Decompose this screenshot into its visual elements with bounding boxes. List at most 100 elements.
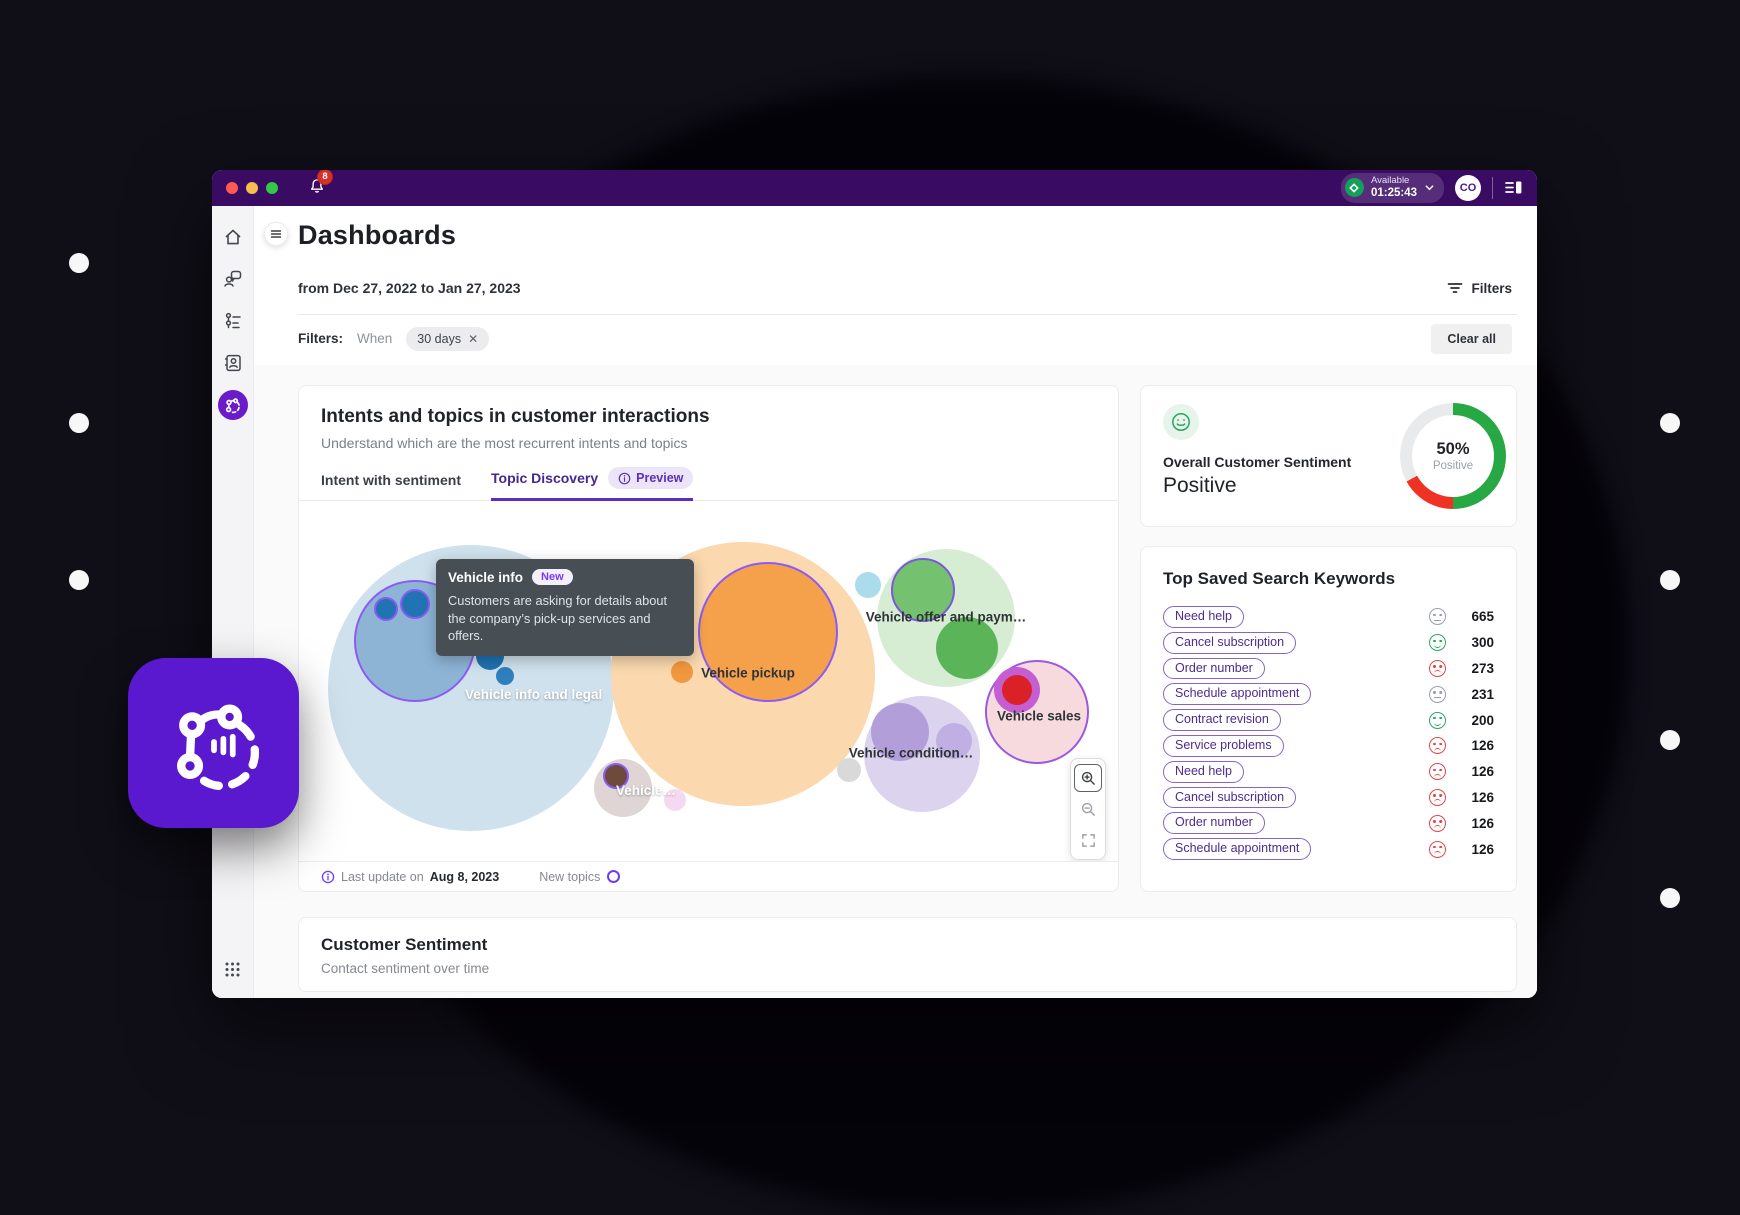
close-button[interactable] bbox=[226, 182, 238, 194]
minimize-button[interactable] bbox=[246, 182, 258, 194]
info-icon bbox=[618, 472, 631, 484]
bubble[interactable] bbox=[671, 661, 693, 683]
filter-chip-30-days[interactable]: 30 days ✕ bbox=[406, 326, 490, 351]
chart-zoom-controls bbox=[1070, 758, 1106, 860]
background-dot bbox=[1660, 888, 1680, 908]
tab-topic-discovery[interactable]: Topic Discovery Preview bbox=[491, 467, 694, 501]
main-content: Dashboards from Dec 27, 2022 to Jan 27, … bbox=[254, 206, 1537, 998]
filter-name: When bbox=[357, 331, 393, 346]
bubble[interactable] bbox=[837, 758, 861, 782]
tabs: Intent with sentiment Topic Discovery Pr… bbox=[299, 451, 1118, 501]
overall-sentiment-card: Overall Customer Sentiment Positive 50% … bbox=[1140, 385, 1517, 527]
bubble[interactable] bbox=[698, 562, 838, 702]
keyword-chip[interactable]: Service problems bbox=[1163, 735, 1284, 757]
customer-sentiment-card: Customer Sentiment Contact sentiment ove… bbox=[298, 917, 1517, 992]
bubble[interactable] bbox=[855, 572, 881, 598]
clear-all-button[interactable]: Clear all bbox=[1431, 323, 1512, 354]
sentiment-face-icon bbox=[1429, 737, 1446, 755]
chevron-down-icon bbox=[1425, 185, 1434, 191]
keyword-count: 273 bbox=[1471, 660, 1494, 676]
top-saved-keywords-card: Top Saved Search Keywords Need help 665 C… bbox=[1140, 546, 1517, 892]
bubble[interactable] bbox=[936, 723, 972, 759]
tab-intent-with-sentiment[interactable]: Intent with sentiment bbox=[321, 472, 461, 488]
donut-sublabel: Positive bbox=[1432, 460, 1474, 472]
filters-row: Filters: When 30 days ✕ Clear all bbox=[298, 315, 1512, 362]
keyword-row: Contract revision 200 bbox=[1163, 707, 1494, 733]
new-topics-legend: New topics bbox=[539, 869, 621, 884]
app-logo bbox=[128, 658, 299, 828]
filter-lines-icon bbox=[1448, 283, 1463, 293]
keyword-chip[interactable]: Cancel subscription bbox=[1163, 631, 1297, 654]
sidebar-collapse-button[interactable] bbox=[264, 222, 288, 246]
page-title: Dashboards bbox=[298, 220, 457, 250]
sidebar-item-workflows[interactable] bbox=[218, 306, 248, 336]
smiley-happy-icon bbox=[1163, 404, 1199, 440]
keyword-chip[interactable]: Order number bbox=[1163, 812, 1265, 835]
maximize-button[interactable] bbox=[266, 182, 278, 194]
titlebar-divider bbox=[1492, 176, 1493, 199]
zoom-out-button[interactable] bbox=[1073, 794, 1103, 825]
bubble[interactable] bbox=[400, 589, 430, 619]
titlebar: 8 Available 01:25:43 CO bbox=[212, 170, 1537, 206]
keyword-row: Cancel subscription 300 bbox=[1163, 630, 1494, 656]
notifications-button[interactable]: 8 bbox=[308, 170, 333, 200]
sidebar-item-apps[interactable] bbox=[218, 954, 248, 984]
bubble[interactable] bbox=[374, 597, 398, 621]
card-title: Intents and topics in customer interacti… bbox=[321, 406, 710, 427]
tooltip-title: Vehicle info bbox=[448, 569, 524, 585]
avatar[interactable]: CO bbox=[1455, 174, 1481, 201]
bottom-card-title: Customer Sentiment bbox=[321, 935, 488, 954]
bubble[interactable] bbox=[891, 558, 955, 622]
keyword-chip[interactable]: Need help bbox=[1163, 760, 1244, 783]
keyword-chip[interactable]: Contract revision bbox=[1163, 709, 1281, 731]
date-range: from Dec 27, 2022 to Jan 27, 2023 bbox=[298, 280, 521, 296]
app-logo-glyph bbox=[176, 704, 259, 791]
contacts-icon bbox=[224, 354, 241, 372]
insights-logo-icon bbox=[225, 397, 240, 413]
sentiment-face-icon bbox=[1429, 634, 1446, 652]
divider bbox=[298, 314, 1517, 315]
sentiment-card-title: Overall Customer Sentiment bbox=[1163, 454, 1352, 470]
keyword-chip[interactable]: Cancel subscription bbox=[1163, 786, 1297, 809]
bottom-card-subtitle: Contact sentiment over time bbox=[321, 961, 490, 976]
keyword-count: 231 bbox=[1471, 686, 1494, 702]
bubble-tooltip: Vehicle info New Customers are asking fo… bbox=[436, 559, 694, 656]
sidebar-item-contacts[interactable] bbox=[218, 348, 248, 378]
keyword-chip[interactable]: Schedule appointment bbox=[1163, 838, 1312, 860]
dashboard-canvas: Intents and topics in customer interacti… bbox=[254, 365, 1537, 998]
filters-label: Filters: bbox=[298, 331, 344, 346]
presence-available-icon bbox=[1344, 178, 1364, 198]
sidebar-item-conversations[interactable] bbox=[218, 264, 248, 294]
status-timer: 01:25:43 bbox=[1370, 186, 1417, 199]
card-subtitle: Understand which are the most recurrent … bbox=[321, 435, 688, 451]
magnifier-plus-icon bbox=[1081, 771, 1095, 785]
keyword-count: 126 bbox=[1471, 815, 1494, 831]
fullscreen-button[interactable] bbox=[1073, 825, 1103, 856]
keyword-count: 126 bbox=[1471, 764, 1494, 780]
keyword-chip[interactable]: Order number bbox=[1163, 657, 1265, 680]
sentiment-face-icon bbox=[1429, 840, 1446, 858]
close-icon[interactable]: ✕ bbox=[468, 331, 479, 346]
bubble[interactable] bbox=[871, 703, 929, 761]
sidebar-item-home[interactable] bbox=[218, 222, 248, 252]
notification-count-badge: 8 bbox=[317, 170, 333, 185]
expand-icon bbox=[1081, 834, 1095, 847]
keywords-list: Need help 665 Cancel subscription 300 Orde… bbox=[1163, 604, 1494, 862]
zoom-in-button[interactable] bbox=[1074, 764, 1102, 792]
keyword-row: Need help 665 bbox=[1163, 604, 1494, 630]
keyword-chip[interactable]: Need help bbox=[1163, 606, 1244, 628]
keyword-row: Service problems 126 bbox=[1163, 733, 1494, 759]
agent-status-selector[interactable]: Available 01:25:43 bbox=[1340, 173, 1444, 203]
keyword-count: 300 bbox=[1471, 635, 1494, 651]
filters-button[interactable]: Filters bbox=[1447, 281, 1512, 296]
panel-toggle-icon[interactable] bbox=[1504, 178, 1523, 197]
workflow-icon bbox=[225, 312, 241, 329]
bubble[interactable] bbox=[496, 667, 514, 685]
bubble[interactable] bbox=[664, 789, 686, 811]
bubble[interactable] bbox=[936, 617, 998, 679]
keyword-chip[interactable]: Schedule appointment bbox=[1163, 683, 1312, 706]
bubble[interactable] bbox=[603, 763, 629, 789]
sidebar-item-insights[interactable] bbox=[217, 390, 248, 420]
new-topics-label: New topics bbox=[539, 869, 601, 884]
bubble[interactable] bbox=[1002, 675, 1032, 705]
